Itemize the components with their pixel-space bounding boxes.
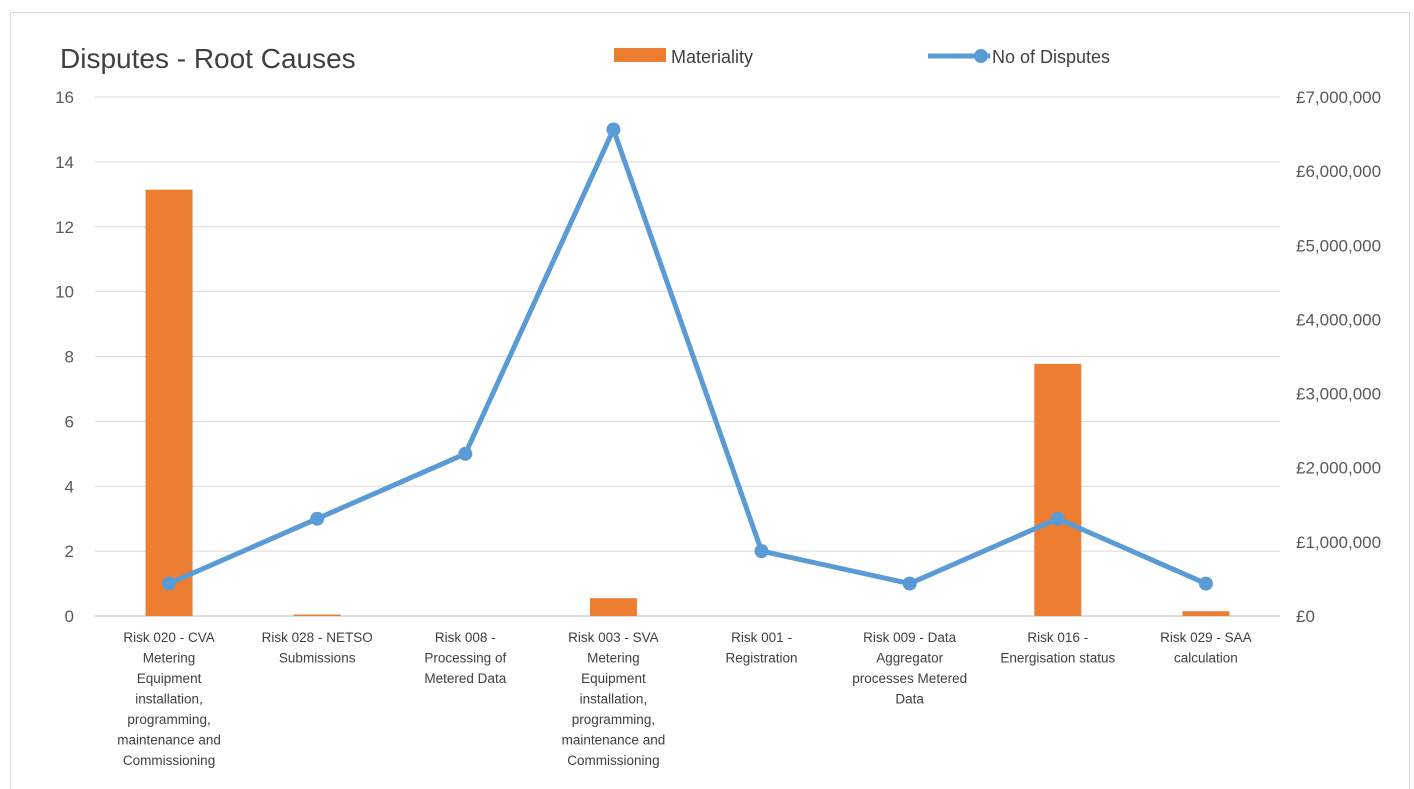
right-axis-ticks: £0 £1,000,000 £2,000,000 £3,000,000 £4,000,0…	[1296, 88, 1381, 626]
series-line-no-of-disputes	[168, 126, 1207, 587]
category-label: Risk 020 - CVA Metering Equipment installat…	[117, 630, 221, 768]
gridlines	[95, 96, 1280, 617]
category-label: Risk 009 - Data Aggregator processes Meter…	[852, 630, 967, 707]
legend-disputes-marker	[974, 49, 988, 63]
right-axis-tick-label: £0	[1296, 607, 1315, 626]
category-label: Risk 028 - NETSO Submissions	[262, 630, 373, 666]
legend: Materiality No of Disputes	[614, 47, 1110, 67]
left-axis-tick-label: 4	[65, 477, 74, 496]
right-axis-tick-label: £4,000,000	[1296, 310, 1381, 329]
left-axis-tick-label: 14	[55, 153, 74, 172]
point-no-of-disputes	[606, 122, 621, 137]
disputes-line	[162, 122, 1213, 591]
point-no-of-disputes	[162, 576, 177, 591]
right-axis-tick-label: £6,000,000	[1296, 162, 1381, 181]
point-no-of-disputes	[310, 511, 325, 526]
category-label: Risk 003 - SVA Metering Equipment installat…	[562, 630, 666, 768]
point-no-of-disputes	[1198, 576, 1213, 591]
left-axis-tick-label: 16	[55, 88, 74, 107]
legend-disputes-label: No of Disputes	[992, 47, 1110, 67]
right-axis-tick-label: £2,000,000	[1296, 459, 1381, 478]
legend-materiality-swatch	[614, 48, 666, 62]
left-axis-tick-label: 12	[55, 218, 74, 237]
point-no-of-disputes	[754, 544, 769, 559]
left-axis-tick-label: 10	[55, 283, 74, 302]
right-axis-tick-label: £1,000,000	[1296, 533, 1381, 552]
left-axis-tick-label: 2	[65, 542, 74, 561]
chart-title: Disputes - Root Causes	[60, 43, 356, 74]
category-axis-labels: Risk 020 - CVA Metering Equipment installat…	[117, 630, 1251, 768]
bar-materiality	[1034, 363, 1082, 616]
category-label: Risk 008 -Processing of Metered Data	[424, 630, 506, 686]
legend-materiality-label: Materiality	[671, 47, 753, 67]
bar-materiality	[293, 614, 341, 616]
point-no-of-disputes	[458, 446, 473, 461]
point-no-of-disputes	[1050, 511, 1065, 526]
bar-materiality	[145, 189, 193, 616]
category-label: Risk 029 - SAA calculation	[1160, 630, 1252, 666]
right-axis-tick-label: £3,000,000	[1296, 385, 1381, 404]
materiality-bars	[145, 189, 1230, 616]
left-axis-tick-label: 0	[65, 607, 74, 626]
right-axis-tick-label: £7,000,000	[1296, 88, 1381, 107]
bar-materiality	[589, 598, 637, 616]
category-label: Risk 016 -Energisation status	[1000, 630, 1115, 666]
right-axis-tick-label: £5,000,000	[1296, 236, 1381, 255]
point-no-of-disputes	[902, 576, 917, 591]
category-label: Risk 001 -Registration	[726, 630, 798, 666]
left-axis-tick-label: 6	[65, 412, 74, 431]
bar-materiality	[1182, 611, 1230, 616]
left-axis-tick-label: 8	[65, 348, 74, 367]
left-axis-ticks: 0 2 4 6 8 10 12 14 16	[55, 88, 74, 626]
